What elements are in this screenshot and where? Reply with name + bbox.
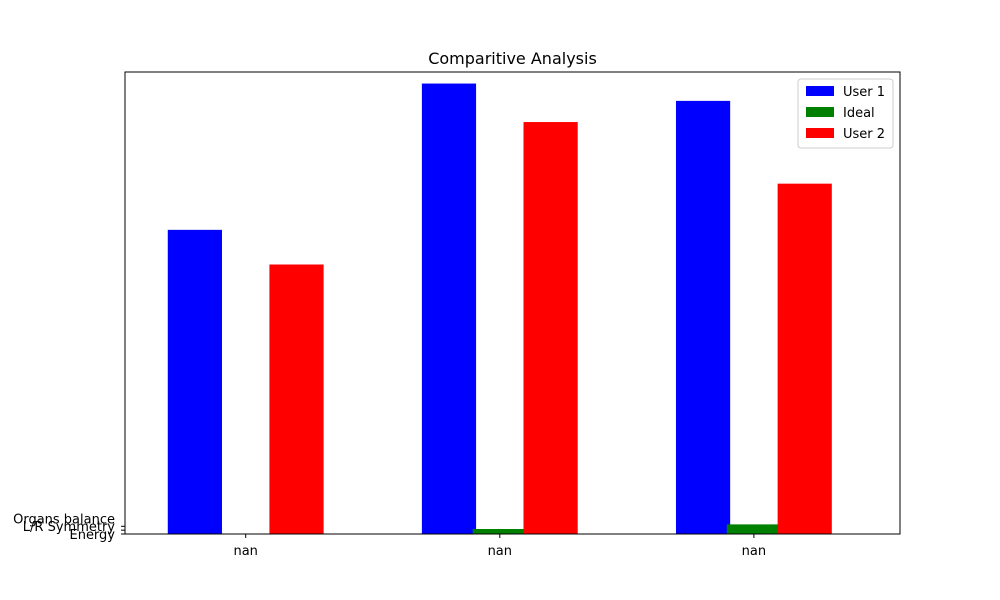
- bars-layer: [168, 84, 832, 534]
- legend-swatch: [806, 107, 834, 117]
- x-axis-ticks: nan nan nan: [233, 534, 766, 559]
- x-tick-label: nan: [488, 544, 512, 559]
- x-tick-label: nan: [742, 544, 766, 559]
- bar-user-1-1: [422, 84, 476, 534]
- legend-label: User 2: [843, 127, 885, 142]
- legend-swatch: [806, 86, 834, 96]
- bar-ideal-2: [727, 524, 781, 534]
- legend-swatch: [806, 128, 834, 138]
- y-tick-label: Organs balance: [13, 512, 115, 527]
- bar-user-2-2: [778, 184, 832, 534]
- x-tick-label: nan: [233, 544, 257, 559]
- chart-title: Comparitive Analysis: [428, 49, 597, 68]
- legend-label: Ideal: [843, 106, 875, 121]
- bar-user-2-1: [524, 122, 578, 534]
- bar-user-2-0: [269, 265, 323, 535]
- bar-user-1-0: [168, 230, 222, 534]
- bar-ideal-1: [473, 529, 527, 534]
- legend: User 1 Ideal User 2: [798, 79, 893, 148]
- bar-user-1-2: [676, 101, 730, 534]
- legend-label: User 1: [843, 85, 885, 100]
